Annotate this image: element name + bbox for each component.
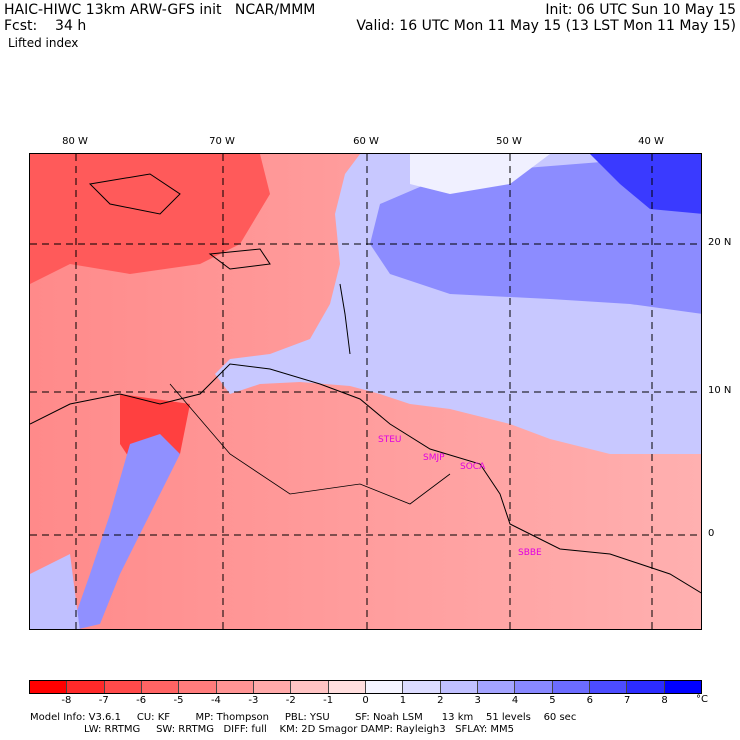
color-bar-cell	[477, 681, 516, 693]
init-time: Init: 06 UTC Sun 10 May 15	[545, 2, 736, 18]
lon-label-50w: 50 W	[496, 136, 522, 147]
lesser-antilles-outline	[339, 283, 351, 355]
pacific-stable	[30, 554, 80, 629]
color-bar-tick-label: 8	[661, 695, 668, 706]
color-bar-cell	[179, 681, 217, 693]
color-bar-tick-label: 6	[586, 695, 594, 706]
lifted-index-map: STEU SMJP SOCA SBBE	[29, 153, 702, 630]
color-bar-tick-label: 1	[399, 695, 407, 706]
color-bar-unit: °C	[696, 694, 708, 705]
station-steu: STEU	[378, 435, 401, 445]
model-info-line-2: LW: RRTMG SW: RRTMG DIFF: full KM: 2D Sm…	[30, 724, 515, 735]
color-bar-tick-label: 7	[624, 695, 631, 706]
color-bar-cell	[664, 681, 701, 693]
color-bar-tick-label: -4	[210, 695, 221, 706]
lon-label-60w: 60 W	[353, 136, 379, 147]
color-bar-cell	[141, 681, 180, 693]
unstable-caribbean	[30, 154, 270, 284]
lat-label-0: 0	[708, 528, 715, 539]
andes-stable-strip	[70, 434, 180, 629]
color-bar-cell	[67, 681, 105, 693]
color-bar-tick-label: 4	[511, 695, 519, 706]
color-bar-cell	[365, 681, 404, 693]
model-title: HAIC-HIWC 13km ARW-GFS init NCAR/MMM	[4, 2, 316, 18]
stable-region-core	[370, 154, 701, 314]
color-bar-tick-label: 0	[362, 695, 369, 706]
station-sbbe: SBBE	[518, 548, 542, 558]
color-bar-tick-label: -3	[248, 695, 259, 706]
color-bar	[29, 680, 702, 694]
lon-label-70w: 70 W	[209, 136, 235, 147]
color-bar-cell	[440, 681, 478, 693]
lat-label-10n: 10 N	[708, 385, 732, 396]
country-borders	[169, 383, 451, 505]
color-bar-cell	[291, 681, 329, 693]
lon-label-40w: 40 W	[638, 136, 664, 147]
color-bar-cell	[253, 681, 292, 693]
color-bar-cell	[515, 681, 553, 693]
lon-label-80w: 80 W	[62, 136, 88, 147]
color-bar-tick-label: -2	[285, 695, 296, 706]
color-bar-cell	[403, 681, 441, 693]
color-bar-cell	[627, 681, 665, 693]
color-bar-cell	[328, 681, 366, 693]
color-bar-tick-label: 2	[437, 695, 444, 706]
color-bar-cell	[216, 681, 254, 693]
model-info-line-1: Model Info: V3.6.1 CU: KF MP: Thompson P…	[30, 712, 577, 723]
graticule	[30, 154, 701, 629]
field-name: Lifted index	[8, 36, 79, 50]
cuba-outline	[88, 173, 181, 215]
valid-time: Valid: 16 UTC Mon 11 May 15 (13 LST Mon …	[356, 18, 736, 34]
color-bar-tick-label: -7	[98, 695, 109, 706]
color-bar-cell	[552, 681, 590, 693]
stable-region-max	[590, 154, 701, 214]
south-america-coastline	[30, 363, 701, 594]
forecast-hour: Fcst: 34 h	[4, 18, 87, 34]
map-canvas: STEU SMJP SOCA SBBE	[30, 154, 701, 629]
lat-label-20n: 20 N	[708, 237, 732, 248]
color-bar-tick-label: 3	[474, 695, 481, 706]
color-bar-tick-label: -5	[173, 695, 184, 706]
color-bar-tick-label: 5	[549, 695, 556, 706]
color-bar-tick-label: -6	[136, 695, 147, 706]
color-bar-cell	[104, 681, 142, 693]
station-smjp: SMJP	[423, 453, 445, 463]
color-bar-tick-label: -1	[323, 695, 334, 706]
station-soca: SOCA	[460, 462, 486, 472]
color-bar-tick-label: -8	[61, 695, 72, 706]
color-bar-cell	[589, 681, 628, 693]
color-bar-cell	[30, 681, 68, 693]
neutral-band	[410, 154, 550, 194]
